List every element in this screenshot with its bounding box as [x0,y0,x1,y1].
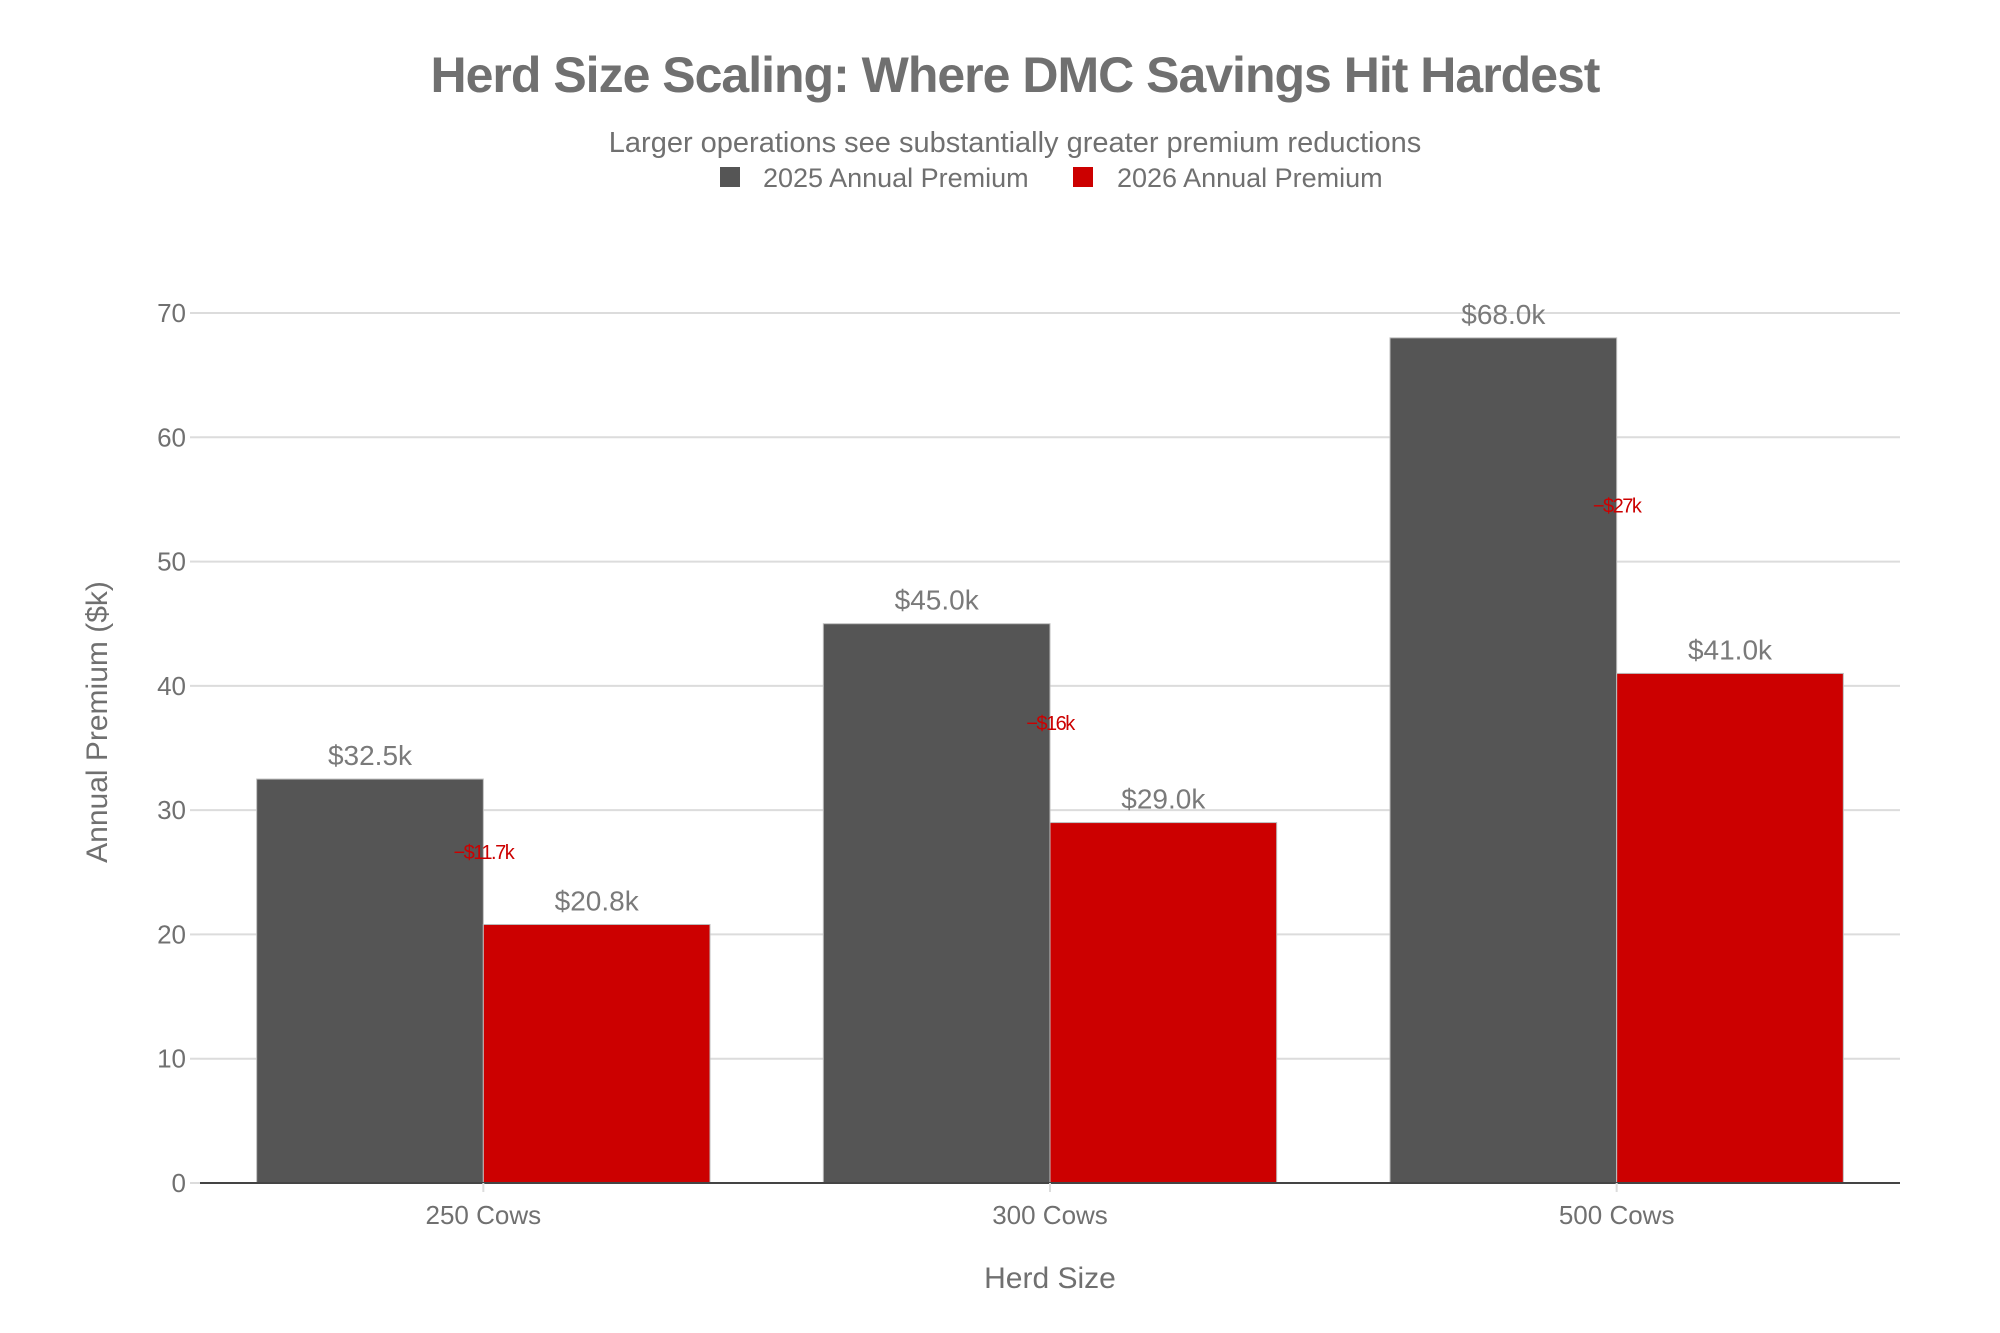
data-labels: $32.5k $45.0k $68.0k $20.8k $29.0k $41.0k [328,299,1773,917]
savings-annotations: −$11.7k −$16k −$27k [453,496,1644,864]
y-tick-label-40: 40 [157,671,186,701]
savings-annotation-250: −$11.7k [453,842,515,864]
chart-subtitle: Larger operations see substantially grea… [609,127,1421,159]
bar-2025-300[interactable] [822,623,1051,1184]
y-tick-label-50: 50 [157,547,186,577]
x-tick-label-500: 500 Cows [1559,1200,1675,1230]
legend-item-2026[interactable]: 2026 Annual Premium [1073,163,1383,193]
data-label-2026-500: $41.0k [1688,634,1773,665]
bar-2025-500[interactable] [1389,337,1618,1184]
data-label-2026-250: $20.8k [555,885,640,916]
bar-2026-250[interactable] [482,923,711,1184]
y-axis-title: Annual Premium ($k) [81,581,114,863]
legend: 2025 Annual Premium 2026 Annual Premium [720,163,1383,193]
data-label-2025-250: $32.5k [328,740,413,771]
data-label-2025-300: $45.0k [895,585,980,616]
legend-item-2025[interactable]: 2025 Annual Premium [720,163,1029,193]
data-label-2025-500: $68.0k [1461,299,1546,330]
bar-2025-250[interactable] [256,778,484,1184]
savings-annotation-500: −$27k [1593,496,1643,518]
x-tick-label-250: 250 Cows [426,1200,542,1230]
bars [256,337,1844,1184]
data-label-2026-300: $29.0k [1121,784,1206,815]
legend-label-2025: 2025 Annual Premium [763,163,1029,193]
legend-swatch-2026 [1073,167,1093,187]
y-tick-label-30: 30 [157,795,186,825]
legend-swatch-2025 [720,167,740,187]
x-axis-title: Herd Size [984,1262,1116,1295]
y-tick-label-70: 70 [157,298,186,328]
y-tick-label-60: 60 [157,422,186,452]
savings-annotation-300: −$16k [1026,713,1076,735]
bar-2026-300[interactable] [1049,822,1278,1184]
y-tick-label-10: 10 [157,1044,186,1074]
chart-title: Herd Size Scaling: Where DMC Savings Hit… [431,47,1601,103]
x-tick-label-300: 300 Cows [992,1200,1108,1230]
y-tick-label-20: 20 [157,919,186,949]
x-axis-ticks: 250 Cows 300 Cows 500 Cows [426,1183,1675,1230]
y-axis-ticks: 0 10 20 30 40 50 60 70 [157,298,200,1198]
y-tick-label-0: 0 [172,1168,186,1198]
bar-2026-500[interactable] [1616,672,1844,1184]
legend-label-2026: 2026 Annual Premium [1117,163,1383,193]
